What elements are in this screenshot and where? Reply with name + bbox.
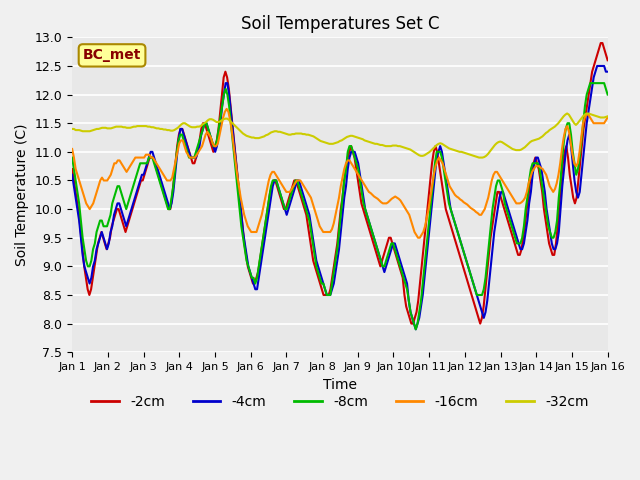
-4cm: [518, 246, 526, 252]
-16cm: [68, 146, 76, 152]
Line: -2cm: -2cm: [72, 43, 607, 324]
-16cm: [223, 106, 230, 112]
-8cm: [586, 80, 594, 86]
Y-axis label: Soil Temperature (C): Soil Temperature (C): [15, 123, 29, 266]
-16cm: [414, 235, 422, 240]
-16cm: [544, 178, 552, 183]
Line: -4cm: -4cm: [72, 66, 607, 329]
Legend: -2cm, -4cm, -8cm, -16cm, -32cm: -2cm, -4cm, -8cm, -16cm, -32cm: [86, 389, 594, 415]
-16cm: [321, 229, 329, 235]
Title: Soil Temperatures Set C: Soil Temperatures Set C: [241, 15, 439, 33]
Line: -16cm: -16cm: [72, 109, 607, 238]
-4cm: [604, 69, 611, 74]
-4cm: [386, 252, 394, 258]
-32cm: [591, 113, 599, 119]
X-axis label: Time: Time: [323, 377, 357, 392]
-2cm: [68, 166, 76, 172]
-16cm: [242, 217, 250, 223]
-8cm: [403, 287, 411, 292]
-32cm: [540, 132, 548, 138]
-2cm: [597, 40, 605, 46]
-32cm: [584, 110, 592, 116]
-32cm: [422, 151, 430, 157]
-16cm: [442, 172, 450, 178]
-4cm: [412, 326, 420, 332]
-2cm: [408, 321, 415, 326]
-4cm: [593, 63, 601, 69]
-2cm: [198, 126, 205, 132]
-16cm: [258, 212, 266, 218]
-32cm: [68, 126, 76, 132]
-2cm: [406, 315, 413, 321]
-8cm: [201, 120, 209, 126]
-8cm: [518, 235, 526, 240]
Line: -32cm: -32cm: [72, 113, 607, 157]
-2cm: [604, 57, 611, 63]
-2cm: [273, 183, 281, 189]
-2cm: [97, 229, 105, 235]
-4cm: [428, 206, 435, 212]
-32cm: [476, 155, 483, 160]
-4cm: [236, 195, 243, 201]
-8cm: [604, 92, 611, 97]
-16cm: [604, 115, 611, 120]
-32cm: [234, 125, 241, 131]
-32cm: [326, 141, 333, 147]
-4cm: [201, 120, 209, 126]
-2cm: [199, 120, 207, 126]
-8cm: [68, 155, 76, 160]
-2cm: [358, 201, 365, 206]
Line: -8cm: -8cm: [72, 83, 607, 329]
-8cm: [236, 206, 243, 212]
-16cm: [460, 199, 467, 205]
Text: BC_met: BC_met: [83, 48, 141, 62]
-32cm: [604, 113, 611, 119]
-4cm: [403, 281, 411, 287]
-8cm: [412, 326, 420, 332]
-8cm: [428, 195, 435, 201]
-4cm: [68, 172, 76, 178]
-8cm: [386, 246, 394, 252]
-32cm: [563, 110, 571, 116]
